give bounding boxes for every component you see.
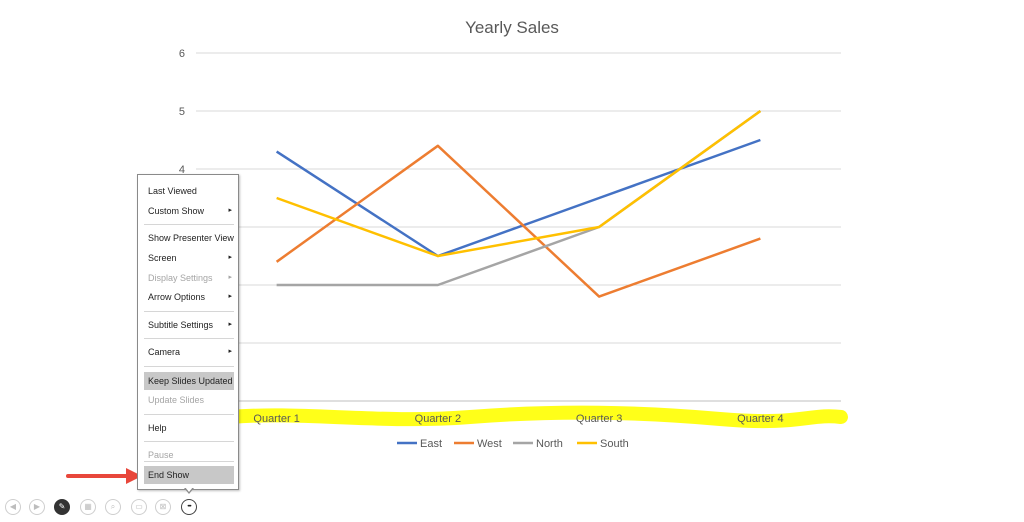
y-axis-ticks: 6 5 4: [179, 48, 185, 176]
menu-item-help[interactable]: Help: [144, 419, 234, 437]
menu-item-label: Display Settings: [148, 273, 213, 283]
y-tick-label: 6: [179, 48, 185, 60]
zoom-icon[interactable]: ⌕: [105, 499, 121, 515]
legend: East West North South: [397, 438, 629, 450]
category-highlight-stroke: [225, 405, 848, 429]
y-tick-label: 5: [179, 106, 185, 118]
menu-item-pause: Pause: [144, 446, 234, 464]
pen-icon[interactable]: ✎: [54, 499, 70, 515]
menu-item-label: Show Presenter View: [148, 233, 234, 243]
menu-item-label: End Show: [148, 470, 190, 480]
menu-item-label: Custom Show: [148, 206, 205, 216]
next-icon[interactable]: ▶: [29, 499, 45, 515]
more-options-icon[interactable]: •••: [181, 499, 197, 515]
series-line-south: [276, 109, 762, 258]
menu-separator: [144, 338, 234, 339]
legend-label: West: [477, 438, 502, 450]
menu-item-screen[interactable]: Screen ▸: [144, 249, 234, 267]
legend-label: East: [420, 438, 442, 450]
menu-item-label: Pause: [148, 450, 174, 460]
menu-item-label: Last Viewed: [148, 186, 197, 196]
x-tick-label: Quarter 3: [576, 413, 622, 425]
menu-item-label: Camera: [148, 347, 181, 357]
menu-separator: [144, 311, 234, 312]
menu-pointer: [184, 487, 194, 494]
menu-separator: [144, 224, 234, 225]
menu-item-label: Arrow Options: [148, 292, 206, 302]
menu-item-keep-slides-updated[interactable]: Keep Slides Updated: [144, 372, 234, 390]
menu-item-label: Keep Slides Updated: [148, 376, 233, 386]
chart-title: Yearly Sales: [465, 18, 559, 37]
menu-item-label: Subtitle Settings: [148, 320, 214, 330]
submenu-arrow-icon: ▸: [228, 274, 232, 281]
menu-item-show-presenter-view[interactable]: Show Presenter View: [144, 229, 234, 247]
menu-item-subtitle-settings[interactable]: Subtitle Settings ▸: [144, 316, 234, 334]
submenu-arrow-icon: ▸: [228, 321, 232, 328]
submenu-arrow-icon: ▸: [228, 348, 232, 355]
menu-item-label: Help: [148, 423, 167, 433]
submenu-arrow-icon: ▸: [228, 254, 232, 261]
subtitles-icon[interactable]: ▭: [131, 499, 147, 515]
menu-item-camera[interactable]: Camera ▸: [144, 343, 234, 361]
menu-item-label: Screen: [148, 253, 177, 263]
series-line-east: [275, 138, 761, 258]
menu-separator: [144, 461, 234, 462]
x-tick-label: Quarter 2: [415, 413, 461, 425]
red-annotation-arrow: [66, 468, 142, 484]
x-tick-label: Quarter 4: [737, 413, 783, 425]
slideshow-toolbar: ◀ ▶ ✎ ▦ ⌕ ▭ ⊠ •••: [0, 497, 220, 519]
y-tick-label: 4: [179, 164, 185, 176]
legend-label: North: [536, 438, 563, 450]
series-lines: [275, 109, 762, 298]
legend-label: South: [600, 438, 629, 450]
menu-item-arrow-options[interactable]: Arrow Options ▸: [144, 288, 234, 306]
submenu-arrow-icon: ▸: [228, 293, 232, 300]
menu-item-last-viewed[interactable]: Last Viewed: [144, 182, 234, 200]
menu-item-label: Update Slides: [148, 395, 205, 405]
menu-separator: [144, 366, 234, 367]
camera-icon[interactable]: ⊠: [155, 499, 171, 515]
x-tick-label: Quarter 1: [253, 413, 299, 425]
see-all-slides-icon[interactable]: ▦: [80, 499, 96, 515]
submenu-arrow-icon: ▸: [228, 207, 232, 214]
menu-separator: [144, 414, 234, 415]
menu-item-update-slides: Update Slides: [144, 391, 234, 409]
previous-icon[interactable]: ◀: [5, 499, 21, 515]
x-axis-ticks: Quarter 1 Quarter 2 Quarter 3 Quarter 4: [253, 413, 783, 425]
category-highlight: [225, 405, 848, 429]
slideshow-context-menu: Last Viewed Custom Show ▸ Show Presenter Vi…: [137, 174, 239, 490]
menu-item-display-settings: Display Settings ▸: [144, 269, 234, 287]
series-line-west: [275, 144, 761, 298]
menu-item-custom-show[interactable]: Custom Show ▸: [144, 202, 234, 220]
menu-separator: [144, 441, 234, 442]
menu-item-end-show[interactable]: End Show: [144, 466, 234, 484]
